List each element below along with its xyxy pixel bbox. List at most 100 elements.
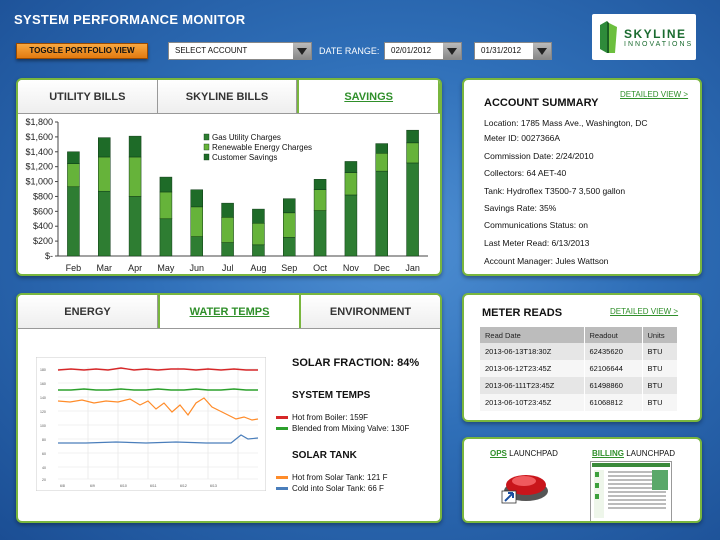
legend-label: Gas Utility Charges xyxy=(212,133,281,142)
skyline-logo-icon xyxy=(600,21,617,53)
summary-last-meter-read: Last Meter Read: 6/13/2013 xyxy=(484,238,590,248)
boiler-swatch xyxy=(276,416,288,419)
svg-text:100: 100 xyxy=(40,424,46,428)
svg-text:140: 140 xyxy=(40,396,46,400)
chevron-down-icon[interactable] xyxy=(533,43,551,59)
x-tick-label: Apr xyxy=(128,263,142,273)
chevron-down-icon[interactable] xyxy=(443,43,461,59)
mixing-valve-temp-line xyxy=(58,388,258,391)
monitor-tabs: ENERGY WATER TEMPS ENVIRONMENT xyxy=(18,295,440,329)
summary-tank: Tank: Hydroflex T3500-7 3,500 gallon xyxy=(484,186,626,196)
account-select[interactable]: SELECT ACCOUNT xyxy=(168,42,312,60)
tab-utility-bills[interactable]: UTILITY BILLS xyxy=(18,80,158,113)
date-start-select[interactable]: 02/01/2012 xyxy=(384,42,462,60)
tab-savings[interactable]: SAVINGS xyxy=(297,80,440,113)
table-row[interactable]: 2013-06-12T23:45Z 62106644 BTU xyxy=(480,360,678,377)
y-tick-label: $800 xyxy=(33,191,53,201)
units-cell: BTU xyxy=(642,394,678,411)
date-end-select[interactable]: 01/31/2012 xyxy=(474,42,552,60)
tab-water-temps[interactable]: WATER TEMPS xyxy=(158,295,301,328)
x-tick-label: Feb xyxy=(66,263,82,273)
x-tick-label: Dec xyxy=(374,263,391,273)
bar-segment xyxy=(221,202,234,218)
bills-panel: UTILITY BILLS SKYLINE BILLS SAVINGS $1,8… xyxy=(16,78,442,276)
x-tick-label: Jul xyxy=(222,263,234,273)
solar-cold-swatch xyxy=(276,487,288,490)
svg-text:20: 20 xyxy=(42,478,46,482)
tab-skyline-bills[interactable]: SKYLINE BILLS xyxy=(157,80,298,113)
bar-segment xyxy=(283,212,296,238)
date-end-value: 01/31/2012 xyxy=(481,46,522,55)
mixing-legend-label: Blended from Mixing Valve: 130F xyxy=(292,424,410,433)
legend-label: Customer Savings xyxy=(212,153,277,162)
water-temps-chart: 180 160 140 120 100 80 60 40 20 6/8 6/9 6/10 6/1… xyxy=(36,357,266,491)
ops-launch-button-icon[interactable] xyxy=(498,465,554,505)
read-date-cell: 2013-06-111T23:45Z xyxy=(480,377,585,394)
solar-hot-legend: Hot from Solar Tank: 121 F xyxy=(276,473,387,482)
logo-name: SKYLINE xyxy=(624,26,687,41)
solar-tank-hot-line xyxy=(57,397,259,421)
billing-launch-screenshot-icon[interactable] xyxy=(590,461,672,523)
summary-meter-id: Meter ID: 0027366A xyxy=(484,133,561,143)
account-select-value: SELECT ACCOUNT xyxy=(175,46,248,55)
tab-environment[interactable]: ENVIRONMENT xyxy=(301,295,440,328)
legend-swatch xyxy=(203,143,210,151)
date-range-label: DATE RANGE: xyxy=(319,46,380,56)
table-row[interactable]: 2013-06-13T18:30Z 62435620 BTU xyxy=(480,343,678,360)
readout-cell: 62435620 xyxy=(584,343,643,360)
column-header-read-date: Read Date xyxy=(480,327,585,343)
solar-hot-legend-label: Hot from Solar Tank: 121 F xyxy=(292,473,388,482)
y-tick-label: $400 xyxy=(33,221,53,231)
bar-segment xyxy=(313,189,327,211)
bar-segment xyxy=(375,143,388,154)
toggle-portfolio-button[interactable]: TOGGLE PORTFOLIO VIEW xyxy=(16,43,148,59)
billing-launchpad-link[interactable]: BILLING xyxy=(592,449,624,458)
read-date-cell: 2013-06-13T18:30Z xyxy=(480,343,585,360)
bills-chart: $1,800 $1,600 $1,400 $1,200 $1,000 $800 $600 $4… xyxy=(25,117,428,273)
bar-segment xyxy=(375,153,388,172)
bar-segment xyxy=(159,176,173,193)
solar-cold-legend-label: Cold into Solar Tank: 66 F xyxy=(292,484,384,493)
meter-detailed-view-link[interactable]: DETAILED VIEW > xyxy=(610,307,679,316)
tab-energy[interactable]: ENERGY xyxy=(18,295,158,328)
legend-swatch xyxy=(203,153,210,161)
date-start-value: 02/01/2012 xyxy=(391,46,432,55)
bar-segment xyxy=(375,170,388,257)
svg-text:6/10: 6/10 xyxy=(120,484,127,488)
summary-location: Location: 1785 Mass Ave., Washington, DC xyxy=(484,118,648,128)
units-cell: BTU xyxy=(642,377,678,394)
legend-swatch xyxy=(203,133,210,141)
bar-segment xyxy=(67,186,80,257)
solar-hot-swatch xyxy=(276,476,288,479)
billing-launchpad-suffix: LAUNCHPAD xyxy=(624,449,675,458)
bar-segment xyxy=(313,210,327,257)
table-row[interactable]: 2013-06-10T23:45Z 61068812 BTU xyxy=(480,394,678,411)
account-detailed-view-link[interactable]: DETAILED VIEW > xyxy=(620,90,689,99)
x-tick-label: Aug xyxy=(250,263,266,273)
units-cell: BTU xyxy=(642,360,678,377)
summary-commission-date: Commission Date: 2/24/2010 xyxy=(484,151,594,161)
readout-cell: 62106644 xyxy=(584,360,643,377)
y-tick-label: $1,200 xyxy=(25,162,53,172)
account-summary-heading: ACCOUNT SUMMARY xyxy=(484,97,599,109)
skyline-logo: SKYLINE INNOVATIONS xyxy=(592,14,696,60)
billing-launchpad-title[interactable]: BILLING LAUNCHPAD xyxy=(592,449,675,458)
bar-segment xyxy=(128,156,142,197)
ops-launchpad-link[interactable]: OPS xyxy=(490,449,507,458)
units-cell: BTU xyxy=(642,343,678,360)
solar-tank-heading: SOLAR TANK xyxy=(292,450,357,461)
svg-text:120: 120 xyxy=(40,410,46,414)
y-tick-label: $1,000 xyxy=(25,177,53,187)
chevron-down-icon[interactable] xyxy=(293,43,311,59)
solar-tank-cold-line xyxy=(58,434,259,444)
bar-segment xyxy=(128,196,142,257)
ops-launchpad-title[interactable]: OPS LAUNCHPAD xyxy=(490,449,558,458)
bar-segment xyxy=(252,222,265,246)
mixing-swatch xyxy=(276,427,288,430)
bar-segment xyxy=(98,156,111,192)
table-row[interactable]: 2013-06-111T23:45Z 61498860 BTU xyxy=(480,377,678,394)
x-tick-label: Oct xyxy=(313,263,328,273)
svg-text:6/11: 6/11 xyxy=(150,484,157,488)
system-temps-heading: SYSTEM TEMPS xyxy=(292,390,371,401)
svg-text:6/12: 6/12 xyxy=(180,484,187,488)
